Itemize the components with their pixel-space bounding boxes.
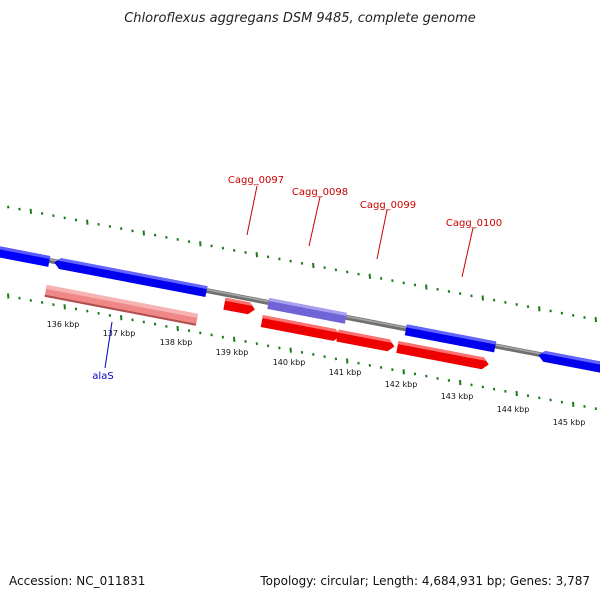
genome-summary-text: Topology: circular; Length: 4,684,931 bp… — [260, 574, 590, 588]
cds-reverse-left-edge[interactable] — [0, 243, 51, 267]
scale-label: 143 kbp — [441, 392, 474, 401]
outer-tick-ring — [7, 205, 597, 323]
gene-labels: Cagg_0097 Cagg_0098 Cagg_0099 Cagg_0100 … — [92, 175, 502, 382]
cds-reverse-alaS[interactable] — [53, 257, 208, 297]
scale-label: 141 kbp — [329, 368, 362, 377]
cds-forward-small[interactable] — [223, 297, 256, 316]
scale-label: 140 kbp — [273, 358, 306, 367]
gene-label-Cagg_0098[interactable]: Cagg_0098 — [292, 187, 348, 198]
cds-reverse-right-edge[interactable] — [537, 350, 600, 376]
cds-forward-Cagg_0099[interactable] — [336, 329, 395, 353]
gene-label-Cagg_0097[interactable]: Cagg_0097 — [228, 175, 284, 186]
cds-forward-Cagg_0098[interactable] — [260, 315, 342, 342]
gene-label-Cagg_0099[interactable]: Cagg_0099 — [360, 200, 416, 211]
rna-feature-Cagg_0098[interactable] — [267, 298, 347, 324]
scale-label: 136 kbp — [47, 320, 80, 329]
scale-label: 144 kbp — [497, 405, 530, 414]
inner-tick-ring — [7, 293, 597, 411]
scale-label: 137 kbp — [103, 329, 136, 338]
gene-label-alaS[interactable]: alaS — [92, 371, 113, 382]
gene-label-leaders — [104, 185, 474, 369]
cds-forward-Cagg_0100[interactable] — [396, 341, 490, 370]
gene-feature-alaS[interactable] — [44, 284, 199, 326]
genome-title: Chloroflexus aggregans DSM 9485, complet… — [124, 11, 476, 26]
gene-label-Cagg_0100[interactable]: Cagg_0100 — [446, 218, 502, 229]
scale-label: 145 kbp — [553, 418, 586, 427]
accession-text: Accession: NC_011831 — [9, 574, 146, 588]
scale-label: 142 kbp — [385, 380, 418, 389]
scale-label: 139 kbp — [216, 348, 249, 357]
cds-reverse-Cagg_0100[interactable] — [404, 324, 497, 353]
scale-label: 138 kbp — [160, 338, 193, 347]
scale-labels: 136 kbp 137 kbp 138 kbp 139 kbp 140 kbp … — [47, 320, 586, 427]
